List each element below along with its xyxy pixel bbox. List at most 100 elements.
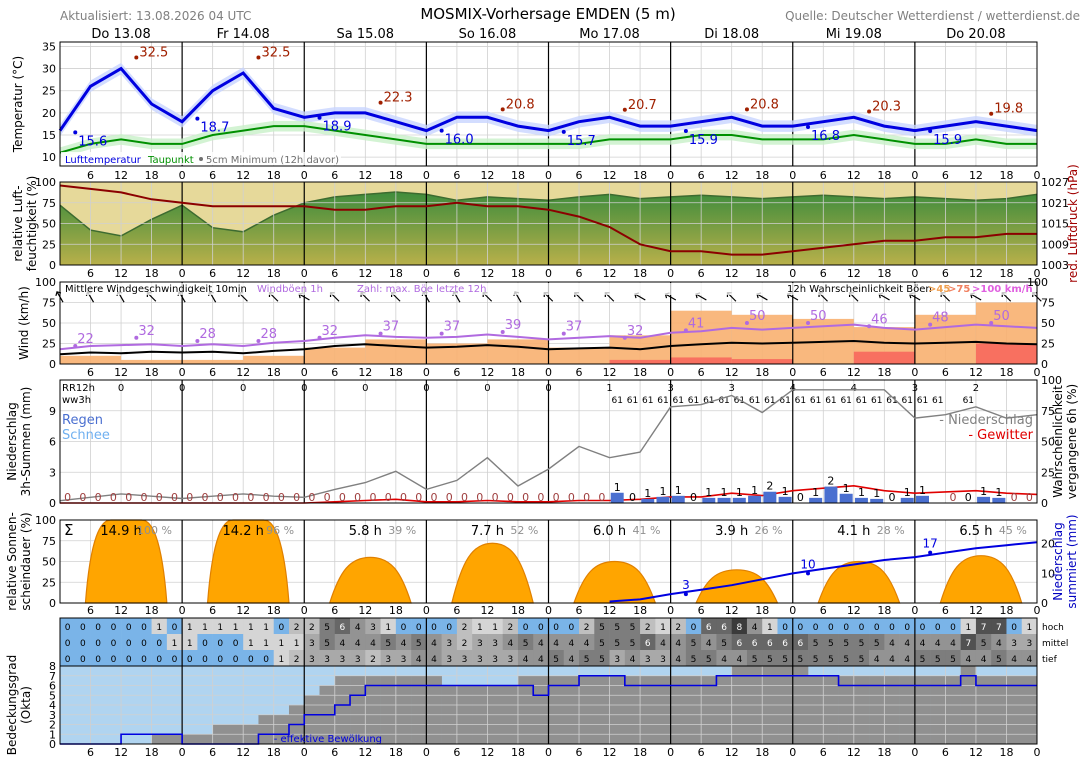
cloud-layer-cell — [869, 618, 885, 634]
rain-zero-label: 0 — [385, 491, 392, 504]
cloud-cover-bar — [1006, 675, 1023, 744]
cloud-layer-cell — [624, 618, 641, 634]
cloud-layer-cell — [60, 650, 76, 666]
hour-tick-label: 6 — [453, 604, 460, 617]
rain-zero-label: 0 — [232, 491, 239, 504]
precip-prob-axis-label: Wahrscheinlichkeit — [1051, 385, 1065, 498]
sunshine-percent: 28 % — [877, 524, 905, 537]
cloud-layer-cell — [594, 634, 610, 650]
cloud-layer-value: 5 — [874, 639, 880, 649]
updated-label: Aktualisiert: 13.08.2026 04 UTC — [60, 9, 251, 23]
cloud-layer-value: 1 — [233, 623, 239, 633]
cloud-layer-value: 5 — [691, 655, 697, 665]
day-label: Do 13.08 — [91, 27, 150, 42]
rain-zero-label: 0 — [400, 491, 407, 504]
ww3h-code: 61 — [856, 396, 867, 406]
precip-prob-line — [59, 389, 1038, 502]
ww3h-code: 61 — [871, 396, 882, 406]
cloud-layer-value: 0 — [782, 623, 788, 633]
accum-axis-label: Niederschlag — [1051, 522, 1065, 600]
humidity-axis-label-2: feuchtigkeit (%) — [25, 176, 39, 272]
cloud-layer-cell — [456, 634, 473, 650]
pressure-line — [59, 184, 1037, 256]
cloud-cover-bar — [701, 675, 717, 744]
hour-tick-label: 18 — [511, 604, 525, 617]
hour-tick-label: 0 — [179, 169, 186, 182]
cloud-layer-cell — [273, 650, 290, 666]
cloud-layer-cell — [502, 618, 519, 634]
cloud-layer-cell — [670, 618, 687, 634]
rr12h-value: 0 — [240, 383, 246, 394]
hour-tick-label: 6 — [209, 366, 216, 379]
cloud-layer-cell — [75, 650, 91, 666]
cloud-layer-value: 5 — [614, 623, 620, 633]
ww3h-code: 61 — [718, 396, 729, 406]
cloud-layer-cell — [838, 634, 855, 650]
cloud-layer-cell — [487, 650, 504, 666]
tmin-point — [195, 116, 200, 121]
ww3h-code: 61 — [642, 396, 653, 406]
hour-tick-label: 0 — [667, 267, 674, 280]
hour-tick-label: 6 — [698, 604, 705, 617]
cloud-layer-value: 6 — [752, 639, 758, 649]
cloud-layer-value: 1 — [248, 623, 254, 633]
cloud-layer-cell — [304, 618, 320, 634]
cloud-layer-value: 4 — [675, 655, 681, 665]
cloud-layer-cell — [411, 618, 427, 634]
cloud-cover-bar — [838, 675, 855, 744]
hour-tick-label: 0 — [789, 366, 796, 379]
cloud-layer-cell — [640, 634, 656, 650]
hour-tick-label: 0 — [423, 604, 430, 617]
cloud-layer-value: 0 — [80, 639, 86, 649]
cloud-layer-cell — [334, 634, 351, 650]
ww3h-code: 61 — [825, 396, 836, 406]
dewpoint-line — [59, 125, 1037, 154]
cloud-layer-cell — [548, 618, 565, 634]
accum-point — [683, 592, 688, 597]
cloud-layer-value: 4 — [523, 655, 529, 665]
dew-legend-label: Taupunkt — [147, 155, 194, 166]
hour-tick-label: 12 — [603, 169, 617, 182]
thunder-prob-legend: - Gewitter — [968, 428, 1033, 443]
cloud-layer-cell — [762, 650, 778, 666]
hour-tick-label: 12 — [847, 267, 861, 280]
cloud-cover-ytick: 3 — [49, 709, 56, 722]
cloud-layer-value: 0 — [233, 655, 239, 665]
cloud-layer-cell — [609, 650, 626, 666]
precip-axis-label-2: 3h-Summen (mm) — [19, 387, 33, 497]
cloud-layer-value: 5 — [553, 655, 559, 665]
cloud-layer-value: 2 — [584, 623, 590, 633]
cloud-layer-value: 6 — [721, 623, 727, 633]
hour-tick-label: 18 — [145, 169, 159, 182]
hour-tick-label: 18 — [999, 366, 1013, 379]
cloud-cover-bar — [365, 675, 381, 744]
hour-tick-label: 18 — [877, 366, 891, 379]
cloud-layer-cell — [685, 618, 702, 634]
cloud-layer-value: 1 — [1027, 623, 1033, 633]
rain-bar-label: 2 — [766, 480, 773, 493]
gust-max-point — [622, 335, 627, 340]
cloud-cover-bar — [1021, 675, 1038, 744]
wind-right-tick: 25 — [1041, 338, 1055, 351]
cloud-layer-value: 6 — [645, 639, 651, 649]
cloud-layer-cell — [151, 650, 168, 666]
hour-tick-label: 18 — [389, 746, 403, 759]
hour-tick-label: 12 — [603, 604, 617, 617]
cloud-layer-cell — [472, 650, 488, 666]
tmax-point — [989, 111, 994, 116]
cloud-layer-cell — [151, 618, 168, 634]
cloud-cover-bar — [808, 675, 824, 744]
hour-tick-label: 12 — [236, 746, 250, 759]
rain-bar — [702, 497, 716, 503]
cloud-layer-cell — [701, 650, 717, 666]
cloud-layer-value: 1 — [187, 623, 193, 633]
cloud-cover-bar — [899, 675, 916, 744]
hour-tick-label: 12 — [725, 169, 739, 182]
sun-ytick: 50 — [42, 556, 56, 569]
cloud-layer-cell — [426, 618, 442, 634]
cloud-layer-value: 4 — [752, 623, 758, 633]
rain-zero-label: 0 — [476, 491, 483, 504]
hour-tick-label: 0 — [1034, 169, 1041, 182]
cloud-cover-bar — [655, 675, 671, 744]
page-title: MOSMIX-Vorhersage EMDEN (5 m) — [420, 5, 675, 23]
